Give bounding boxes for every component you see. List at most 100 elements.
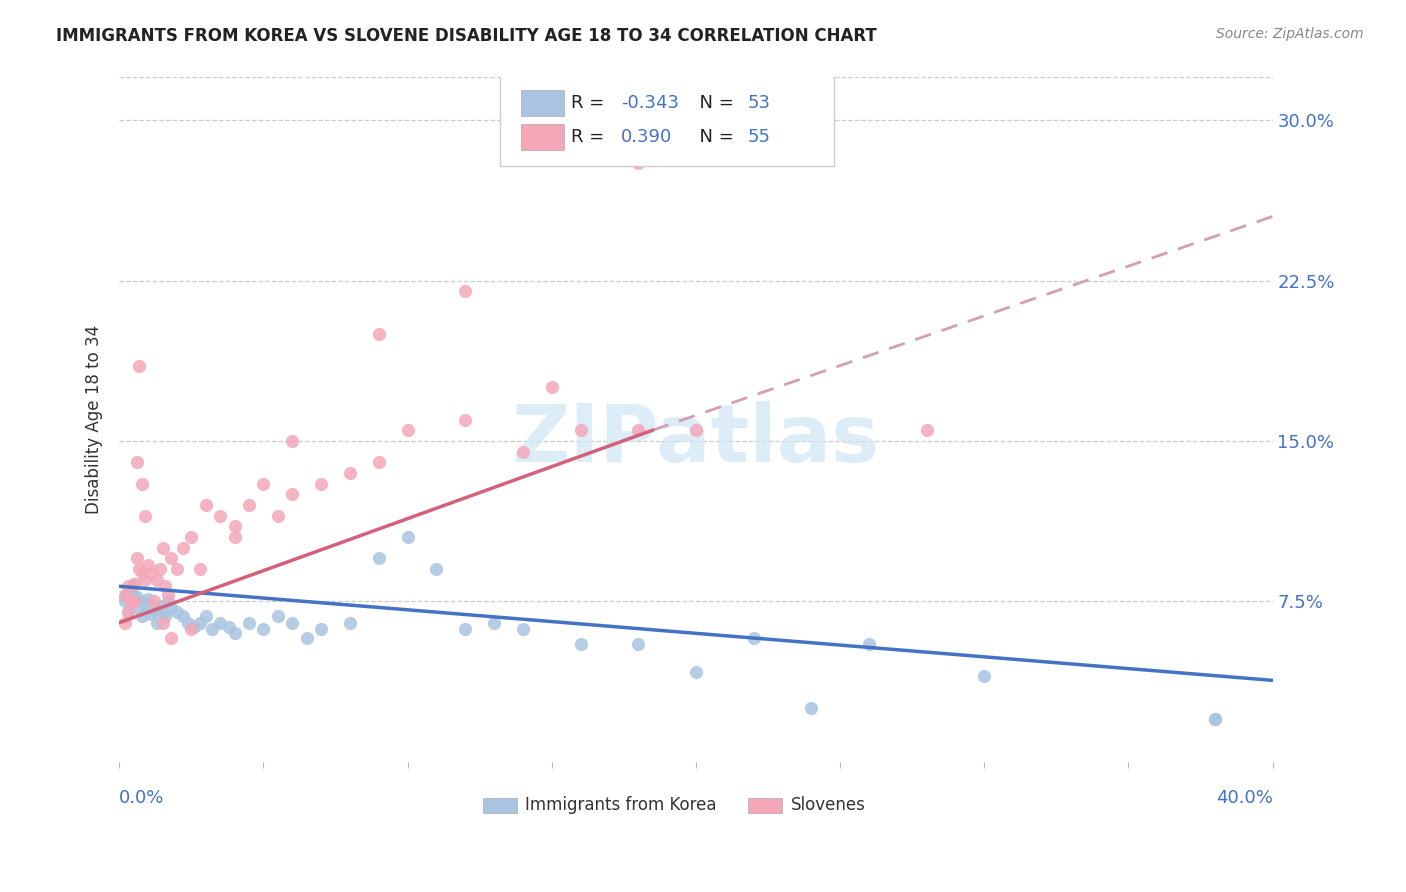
FancyBboxPatch shape xyxy=(520,90,564,116)
Point xyxy=(122,594,145,608)
Point xyxy=(281,615,304,630)
Point xyxy=(180,530,202,544)
Point xyxy=(172,541,194,555)
Point xyxy=(134,508,156,523)
Point xyxy=(540,380,562,394)
Point xyxy=(117,605,139,619)
Point xyxy=(973,669,995,683)
Point xyxy=(155,579,177,593)
Point xyxy=(238,498,260,512)
Point xyxy=(194,498,217,512)
Point xyxy=(188,615,211,630)
Point xyxy=(122,592,145,607)
Point xyxy=(309,476,332,491)
Point xyxy=(183,620,205,634)
Point xyxy=(367,455,389,469)
Point xyxy=(252,622,274,636)
Point xyxy=(120,594,142,608)
Point xyxy=(800,701,823,715)
Point xyxy=(120,583,142,598)
Point xyxy=(512,444,534,458)
Point xyxy=(117,605,139,619)
Point xyxy=(134,573,156,587)
Point xyxy=(114,594,136,608)
Text: 0.390: 0.390 xyxy=(621,128,672,146)
Text: Immigrants from Korea: Immigrants from Korea xyxy=(526,797,717,814)
Point xyxy=(172,609,194,624)
Point xyxy=(252,476,274,491)
Point xyxy=(454,412,477,426)
Point xyxy=(134,596,156,610)
Text: R =: R = xyxy=(571,128,616,146)
Point xyxy=(482,615,505,630)
Point xyxy=(160,631,183,645)
Point xyxy=(267,508,290,523)
Point xyxy=(367,326,389,341)
Text: Source: ZipAtlas.com: Source: ZipAtlas.com xyxy=(1216,27,1364,41)
Point xyxy=(131,476,153,491)
Point xyxy=(145,615,167,630)
Point xyxy=(425,562,447,576)
Text: 55: 55 xyxy=(748,128,770,146)
Point xyxy=(125,590,148,604)
Point xyxy=(166,605,188,619)
Point xyxy=(131,566,153,581)
Point xyxy=(177,615,200,630)
FancyBboxPatch shape xyxy=(748,797,782,813)
Point xyxy=(569,637,592,651)
Text: 0.0%: 0.0% xyxy=(120,789,165,807)
Point xyxy=(309,622,332,636)
Point xyxy=(685,423,707,437)
Point xyxy=(114,588,136,602)
Point xyxy=(160,600,183,615)
Point xyxy=(128,359,150,373)
Point xyxy=(152,541,174,555)
Point xyxy=(131,609,153,624)
Point xyxy=(295,631,318,645)
Point xyxy=(125,551,148,566)
Point xyxy=(136,592,159,607)
Point xyxy=(218,620,240,634)
Point xyxy=(145,573,167,587)
Point xyxy=(122,577,145,591)
Point xyxy=(858,637,880,651)
Text: 53: 53 xyxy=(748,94,770,112)
Point xyxy=(139,607,162,621)
Point xyxy=(128,562,150,576)
Point xyxy=(209,508,232,523)
Point xyxy=(142,603,165,617)
Point xyxy=(200,622,222,636)
Point xyxy=(224,626,246,640)
Point xyxy=(627,637,650,651)
Point xyxy=(142,594,165,608)
Point xyxy=(149,599,172,613)
FancyBboxPatch shape xyxy=(520,124,564,150)
Point xyxy=(281,487,304,501)
Point xyxy=(157,594,180,608)
Point xyxy=(627,156,650,170)
Y-axis label: Disability Age 18 to 34: Disability Age 18 to 34 xyxy=(86,325,103,514)
Point xyxy=(194,609,217,624)
Point xyxy=(742,631,765,645)
Point xyxy=(267,609,290,624)
Point xyxy=(139,566,162,581)
Point xyxy=(627,423,650,437)
Point xyxy=(512,622,534,636)
FancyBboxPatch shape xyxy=(482,797,517,813)
Point xyxy=(125,455,148,469)
Point xyxy=(281,434,304,448)
Point xyxy=(114,590,136,604)
Point xyxy=(166,562,188,576)
Point xyxy=(117,588,139,602)
Point xyxy=(152,605,174,619)
Point xyxy=(114,615,136,630)
Text: ZIPatlas: ZIPatlas xyxy=(512,401,880,479)
Text: N =: N = xyxy=(688,94,740,112)
Point xyxy=(685,665,707,679)
Text: IMMIGRANTS FROM KOREA VS SLOVENE DISABILITY AGE 18 TO 34 CORRELATION CHART: IMMIGRANTS FROM KOREA VS SLOVENE DISABIL… xyxy=(56,27,877,45)
Point xyxy=(122,577,145,591)
Point xyxy=(209,615,232,630)
Point xyxy=(224,530,246,544)
Point xyxy=(180,622,202,636)
Text: 40.0%: 40.0% xyxy=(1216,789,1272,807)
